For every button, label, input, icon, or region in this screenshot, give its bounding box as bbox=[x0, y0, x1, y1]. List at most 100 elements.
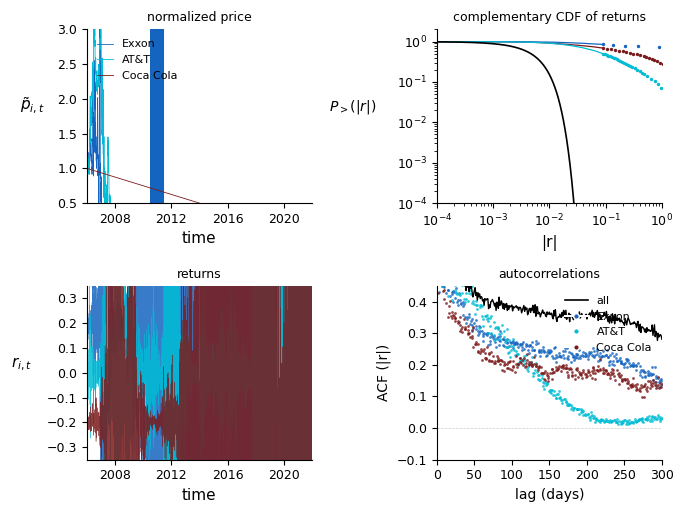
Point bbox=[521, 340, 532, 348]
Point bbox=[530, 361, 541, 370]
Point bbox=[598, 415, 609, 424]
Point bbox=[549, 344, 560, 352]
Point bbox=[488, 352, 499, 360]
Point bbox=[601, 367, 612, 375]
Point bbox=[525, 358, 536, 366]
Point bbox=[556, 362, 567, 370]
Point bbox=[612, 357, 623, 365]
Point bbox=[540, 378, 551, 386]
Point bbox=[503, 342, 514, 351]
Point bbox=[580, 370, 590, 378]
Point bbox=[470, 310, 481, 318]
Point bbox=[643, 369, 653, 377]
Point bbox=[543, 374, 554, 382]
Point bbox=[514, 354, 525, 362]
Point bbox=[591, 345, 602, 353]
Point bbox=[588, 347, 599, 355]
Point bbox=[434, 272, 445, 280]
Point bbox=[624, 49, 635, 57]
Point bbox=[602, 416, 613, 425]
Point bbox=[627, 380, 638, 388]
Point bbox=[561, 364, 572, 372]
Point bbox=[583, 350, 594, 358]
Point bbox=[518, 357, 529, 365]
Point bbox=[438, 279, 449, 287]
Point bbox=[439, 283, 450, 291]
Point bbox=[510, 338, 521, 346]
Point bbox=[640, 373, 651, 381]
Point bbox=[633, 416, 644, 424]
Point bbox=[443, 278, 454, 286]
Point bbox=[464, 289, 475, 297]
Point bbox=[445, 311, 456, 320]
Point bbox=[562, 354, 573, 362]
Point bbox=[557, 396, 568, 404]
Point bbox=[565, 365, 576, 374]
Exxon bbox=[102, 235, 110, 241]
Point bbox=[459, 324, 470, 333]
Point bbox=[479, 329, 490, 337]
Point bbox=[597, 365, 608, 374]
Point bbox=[558, 362, 569, 371]
Point bbox=[503, 348, 514, 357]
Point bbox=[581, 411, 592, 419]
Point bbox=[597, 352, 608, 360]
Point bbox=[525, 357, 536, 365]
Point bbox=[586, 348, 597, 356]
Point bbox=[439, 278, 450, 286]
Point bbox=[537, 382, 548, 390]
Point bbox=[568, 406, 579, 414]
Point bbox=[436, 282, 447, 290]
Point bbox=[451, 289, 462, 297]
Point bbox=[534, 352, 545, 360]
Point bbox=[627, 360, 638, 369]
Point bbox=[523, 360, 534, 369]
Point bbox=[471, 301, 482, 309]
Point bbox=[595, 355, 606, 363]
Point bbox=[553, 361, 564, 370]
Point bbox=[628, 359, 639, 368]
Point bbox=[464, 286, 475, 294]
Point bbox=[611, 418, 622, 427]
Point bbox=[500, 342, 511, 351]
Point bbox=[433, 267, 444, 275]
Point bbox=[654, 59, 665, 67]
Point bbox=[480, 354, 491, 362]
Point bbox=[528, 346, 539, 355]
Point bbox=[533, 346, 544, 354]
Point bbox=[619, 360, 630, 369]
Point bbox=[536, 348, 547, 357]
Point bbox=[604, 416, 615, 425]
Point bbox=[530, 366, 540, 375]
Point bbox=[653, 383, 664, 392]
Point bbox=[456, 299, 466, 307]
Point bbox=[542, 369, 553, 377]
Point bbox=[534, 362, 545, 371]
Point bbox=[532, 364, 543, 373]
Point bbox=[477, 302, 488, 310]
Point bbox=[558, 346, 569, 355]
Point bbox=[493, 325, 503, 334]
Point bbox=[608, 361, 619, 370]
Point bbox=[476, 301, 487, 309]
Point bbox=[640, 415, 651, 424]
Point bbox=[605, 417, 616, 425]
Point bbox=[459, 315, 470, 323]
Point bbox=[502, 359, 513, 368]
Point bbox=[582, 355, 593, 363]
Point bbox=[560, 364, 571, 373]
Point bbox=[433, 287, 444, 296]
Point bbox=[470, 325, 481, 333]
Point bbox=[634, 51, 645, 59]
Point bbox=[586, 351, 597, 359]
Point bbox=[638, 393, 649, 401]
Coca Cola bbox=[308, 235, 316, 241]
Point bbox=[614, 354, 625, 362]
Point bbox=[588, 363, 599, 371]
Point bbox=[608, 53, 619, 62]
Point bbox=[453, 290, 464, 298]
Point bbox=[499, 361, 510, 370]
Point bbox=[588, 365, 599, 374]
Point bbox=[570, 354, 581, 362]
Point bbox=[595, 349, 606, 357]
